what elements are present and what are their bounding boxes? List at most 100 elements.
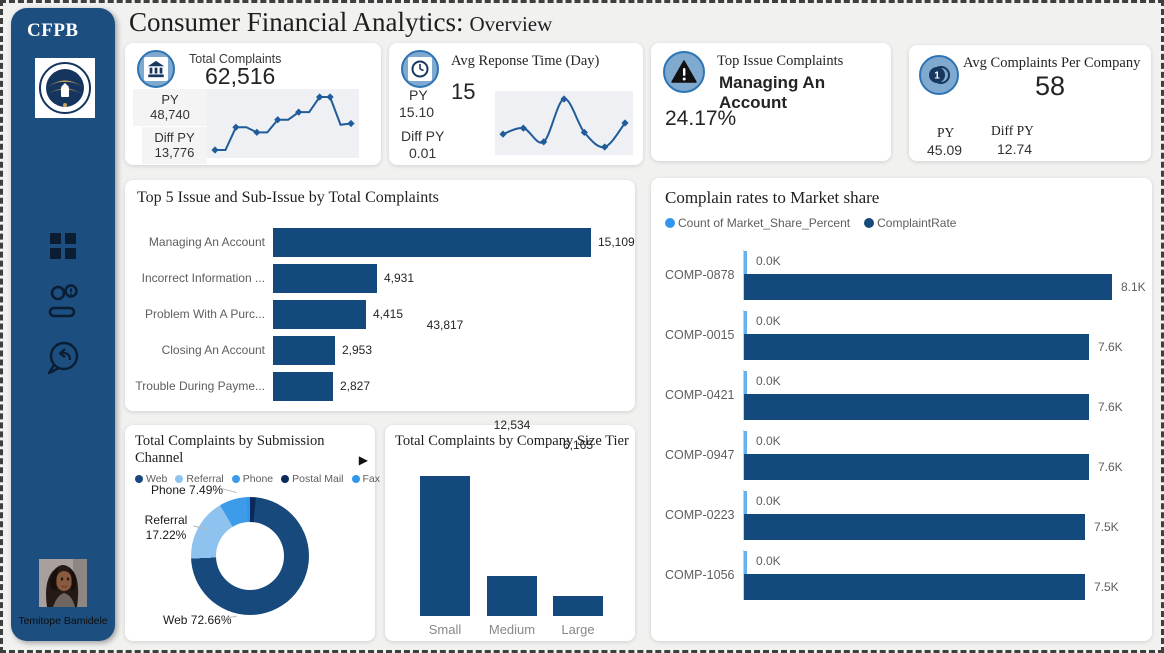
bar-group-row: COMP-0878 0.0K 8.1K xyxy=(665,250,1146,300)
legend-item[interactable]: ComplaintRate xyxy=(864,216,956,230)
bar-complaint-rate[interactable] xyxy=(744,454,1089,480)
legend-item[interactable]: Fax xyxy=(351,473,380,485)
bar-market-share[interactable] xyxy=(744,311,747,334)
kpi-title: Top Issue Complaints xyxy=(717,53,844,69)
kpi-title: Avg Complaints Per Company xyxy=(963,55,1141,71)
bar-market-share[interactable] xyxy=(744,371,747,394)
chart-title: Total Complaints by Submission Channel xyxy=(135,433,325,466)
kpi-title: Total Complaints xyxy=(189,52,282,66)
bar-group-row: COMP-0015 0.0K 7.6K xyxy=(665,310,1141,360)
bar-group-row: COMP-0223 0.0K 7.5K xyxy=(665,490,1141,540)
nav-complaints-person-alert-icon[interactable] xyxy=(43,282,83,322)
legend-item[interactable]: Web xyxy=(135,473,167,485)
value-label: 43,817 xyxy=(426,318,464,332)
value-label: 12,534 xyxy=(493,418,531,432)
user-name: Temitope Bamidele xyxy=(18,615,108,627)
bar-market-share[interactable] xyxy=(744,551,747,574)
callout-referral: Referral 17.22% xyxy=(144,513,188,542)
legend-dot xyxy=(351,475,360,483)
category-label: COMP-0223 xyxy=(665,508,735,522)
value-label: 0.0K xyxy=(756,314,781,328)
plot-area: 0.0K 7.6K xyxy=(743,370,1141,420)
bar[interactable] xyxy=(273,335,335,365)
legend-item[interactable]: Referral xyxy=(175,473,224,485)
kpi-value: 58 xyxy=(1035,71,1066,101)
bar-row: Trouble During Payme... 2,827 xyxy=(125,368,635,404)
bar-complaint-rate[interactable] xyxy=(744,514,1085,540)
panel-top5-issues: Top 5 Issue and Sub-Issue by Total Compl… xyxy=(125,180,635,411)
callout-web: Web 72.66% xyxy=(163,613,232,627)
bar-complaint-rate[interactable] xyxy=(744,394,1089,420)
diff-py-value: 13,776 xyxy=(154,145,195,160)
kpi-value: Managing An Account xyxy=(719,73,826,112)
cfpb-seal-icon xyxy=(35,58,95,118)
bar[interactable] xyxy=(273,227,591,257)
bar-group-row: COMP-0421 0.0K 7.6K xyxy=(665,370,1141,420)
legend-item[interactable]: Count of Market_Share_Percent xyxy=(665,216,850,230)
category-label: COMP-0878 xyxy=(665,268,735,282)
kpi-card-total-complaints: Total Complaints 62,516 PY 48,740 Diff P… xyxy=(125,43,381,165)
grid-icon xyxy=(50,233,76,259)
plot-area: 0.0K 7.6K xyxy=(743,430,1141,480)
diff-py-label: Diff PY xyxy=(154,130,195,145)
sidebar-nav xyxy=(11,226,115,378)
nav-response-chat-reply-icon[interactable] xyxy=(43,338,83,378)
chart-title: Total Complaints by Company Size Tier xyxy=(395,433,629,449)
value-label: 0.0K xyxy=(756,434,781,448)
legend-item[interactable]: Postal Mail xyxy=(281,473,344,485)
clock-icon xyxy=(401,50,439,88)
bar[interactable] xyxy=(553,596,603,616)
page-title: Consumer Financial Analytics: Overview xyxy=(129,7,552,38)
bar[interactable] xyxy=(273,299,366,329)
cfpb-logo-text: CFPB xyxy=(27,20,79,41)
category-label: Small xyxy=(428,622,462,637)
legend-dot xyxy=(281,475,290,483)
plot-area: 0.0K 8.1K xyxy=(743,250,1146,300)
bar-market-share[interactable] xyxy=(744,431,747,454)
bar-row: Closing An Account 2,953 xyxy=(125,332,635,368)
bar[interactable] xyxy=(273,371,333,401)
legend-item[interactable]: Phone xyxy=(231,473,273,485)
bar-row: Managing An Account 15,109 xyxy=(125,224,635,260)
user-profile: Temitope Bamidele xyxy=(11,559,115,627)
bar-complaint-rate[interactable] xyxy=(744,574,1085,600)
leader-line xyxy=(221,487,237,494)
kpi-title: Avg Reponse Time (Day) xyxy=(451,53,600,69)
bar[interactable] xyxy=(487,576,537,616)
donut-chart[interactable] xyxy=(191,497,309,615)
category-label: Closing An Account xyxy=(161,343,265,357)
panel-submission-channel: Total Complaints by Submission Channel W… xyxy=(125,425,380,641)
legend-dot xyxy=(864,218,875,228)
category-label: COMP-0015 xyxy=(665,328,735,342)
bar[interactable] xyxy=(273,263,377,293)
legend-dot xyxy=(175,475,184,483)
bar-complaint-rate[interactable] xyxy=(744,274,1112,300)
category-label: Problem With A Purc... xyxy=(144,307,265,321)
value-label: 0.0K xyxy=(756,254,781,268)
top5-bar-chart: Managing An Account 15,109 Incorrect Infor… xyxy=(125,224,635,404)
nav-overview-grid-icon[interactable] xyxy=(43,226,83,266)
column-group: 43,817 xyxy=(420,318,470,616)
bar-market-share[interactable] xyxy=(744,491,747,514)
kpi-card-avg-response-time: Avg Reponse Time (Day) 15 PY 15.10 Diff … xyxy=(389,43,643,165)
chart-title: Complain rates to Market share xyxy=(665,188,880,207)
company-size-column-chart: 43,817 Small 12,534 Medium 6,165 Large xyxy=(385,318,635,641)
person-alert-icon xyxy=(48,284,78,318)
value-label: 0.0K xyxy=(756,374,781,388)
bar-market-share[interactable] xyxy=(744,251,747,274)
value-label: 7.6K xyxy=(1098,460,1123,474)
value-label: 7.5K xyxy=(1094,520,1119,534)
bar[interactable] xyxy=(420,476,470,616)
bar-row: Incorrect Information ... 4,931 xyxy=(125,260,635,296)
sidebar: CFPB xyxy=(11,8,115,641)
py-label: PY xyxy=(161,92,179,107)
warning-icon xyxy=(663,51,705,93)
legend-next-arrow-icon[interactable]: ▶ xyxy=(358,453,368,467)
py-box: PY 48,740 xyxy=(133,89,207,126)
diff-py-box: Diff PY 13,776 xyxy=(142,127,207,164)
page-title-sub: Overview xyxy=(469,12,553,36)
bank-icon xyxy=(137,50,175,88)
kpi-percentage: 24.17% xyxy=(665,107,737,130)
bar-complaint-rate[interactable] xyxy=(744,334,1089,360)
